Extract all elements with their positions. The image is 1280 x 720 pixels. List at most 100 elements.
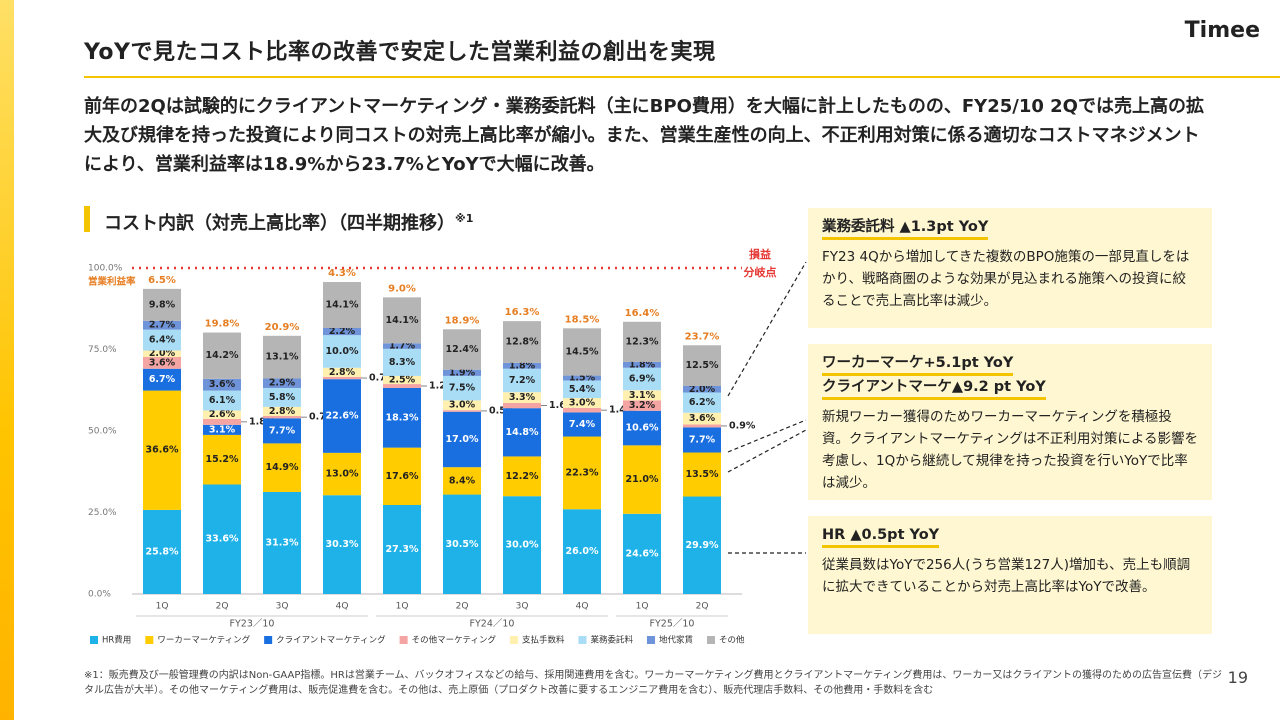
data-label: 0.7% <box>369 373 396 384</box>
bar-segment <box>443 375 481 401</box>
data-label: 3.0% <box>449 400 476 411</box>
data-label: 7.7% <box>269 425 296 436</box>
bar-segment <box>203 484 241 594</box>
bar-segment <box>623 400 661 411</box>
data-label: 18.3% <box>386 412 419 423</box>
page-title: YoYで見たコスト比率の改善で安定した営業利益の創出を実現 <box>84 40 716 65</box>
panel-hr: HR ▲0.5pt YoY 従業員数はYoYで256人(うち営業127人)増加も… <box>808 516 1212 634</box>
bar-segment <box>683 452 721 497</box>
data-label: 36.6% <box>146 445 179 456</box>
company-logo: Timee <box>1184 18 1260 43</box>
data-label: 6.4% <box>149 335 176 346</box>
bar-segment <box>503 362 541 369</box>
bar-segment <box>203 332 241 379</box>
data-label: 7.5% <box>449 383 476 394</box>
operating-margin-value: 9.0% <box>388 283 416 294</box>
data-label: 7.2% <box>509 375 536 386</box>
data-label: 1.2% <box>429 381 456 392</box>
data-label: 14.5% <box>566 346 599 357</box>
data-label: 14.9% <box>266 462 299 473</box>
section-heading: コスト内訳（対売上高比率）（四半期推移）※1 <box>84 206 473 234</box>
y-tick-label: 75.0% <box>88 345 117 355</box>
bar-segment <box>623 361 661 368</box>
bar-segment <box>503 496 541 594</box>
data-label: 13.5% <box>686 469 719 480</box>
legend-label: その他マーケティング <box>412 635 497 646</box>
bar-segment <box>383 297 421 344</box>
data-label: 15.2% <box>206 454 239 465</box>
data-label: 5.8% <box>269 392 296 403</box>
data-label: 7.7% <box>689 434 716 445</box>
legend-label: 支払手数料 <box>522 635 565 646</box>
data-label: 3.6% <box>689 413 716 424</box>
data-label: 17.0% <box>446 434 479 445</box>
bar-segment <box>263 416 301 419</box>
panel-bpo-body: FY23 4Qから増加してきた複数のBPO施策の一部見直しをはかり、戦略商圏のよ… <box>822 249 1190 309</box>
bar-segment <box>683 412 721 425</box>
bar-segment <box>383 384 421 388</box>
x-tick-label: 1Q <box>396 602 409 612</box>
bar-segment <box>443 369 481 376</box>
data-label: 12.8% <box>506 337 539 348</box>
bar-segment <box>323 335 361 368</box>
bar-segment <box>563 412 601 437</box>
data-label: 10.0% <box>326 346 359 357</box>
bar-segment <box>623 321 661 362</box>
panel-marketing-body: 新規ワーカー獲得のためワーカーマーケティングを積極投資。クライアントマーケティン… <box>822 409 1198 491</box>
operating-margin-value: 18.5% <box>565 314 600 325</box>
data-label: 6.2% <box>689 397 716 408</box>
data-label: 22.6% <box>326 411 359 422</box>
bar-segment <box>563 380 601 399</box>
data-label: 30.3% <box>326 539 359 550</box>
x-tick-label: 2Q <box>456 602 469 612</box>
bar-segment <box>143 356 181 369</box>
bar-segment <box>143 320 181 330</box>
panel-marketing-heading-1: ワーカーマーケ+5.1pt YoY <box>822 353 1014 376</box>
legend-label: 業務委託料 <box>590 635 633 646</box>
data-label: 2.2% <box>329 326 356 337</box>
data-label: 21.0% <box>626 474 659 485</box>
data-label: 1.5% <box>569 373 596 384</box>
legend-label: その他 <box>719 635 745 646</box>
data-label: 6.9% <box>629 374 656 385</box>
data-label: 3.6% <box>149 357 176 368</box>
cost-breakdown-chart: 0.0% 25.0% 50.0% 75.0% 100.0% 損益 分岐点 営業利益率 25.8%… <box>84 246 796 650</box>
bar-segment <box>503 408 541 457</box>
data-label: 24.6% <box>626 548 659 559</box>
operating-margin-value: 4.3% <box>328 268 356 279</box>
bar-segment <box>263 491 301 594</box>
operating-margin-value: 19.8% <box>205 319 240 330</box>
bar-segment <box>383 375 421 385</box>
data-label: 1.9% <box>449 367 476 378</box>
legend-swatch <box>264 636 273 644</box>
bar-segment <box>323 282 361 328</box>
bar-segment <box>383 387 421 448</box>
operating-margin-value: 6.5% <box>148 275 176 286</box>
data-label: 12.2% <box>506 471 539 482</box>
bar-segment <box>563 407 601 413</box>
bar-segment <box>263 378 301 388</box>
legend-swatch <box>646 636 655 644</box>
data-label: 12.5% <box>686 360 719 371</box>
data-label: 26.0% <box>566 546 599 557</box>
data-label: 8.3% <box>389 357 416 368</box>
bar-segment <box>203 390 241 411</box>
bar-segment <box>143 509 181 594</box>
data-label: 12.4% <box>446 344 479 355</box>
data-label: 1.8% <box>629 359 656 370</box>
data-label: 2.8% <box>269 406 296 417</box>
bar-segment <box>143 350 181 357</box>
bar-segment <box>323 376 361 380</box>
bar-segment <box>443 410 481 412</box>
fiscal-year-label: FY24／10 <box>470 619 515 630</box>
bar-segment <box>383 505 421 594</box>
data-label: 3.3% <box>509 392 536 403</box>
data-label: 7.4% <box>569 419 596 430</box>
operating-margin-value: 16.3% <box>505 307 540 318</box>
footnote: ※1：販売費及び一般管理費の内訳はNon-GAAP指標。HRは営業チーム、バック… <box>84 670 1222 696</box>
bar-segment <box>503 368 541 393</box>
data-label: 14.1% <box>386 315 419 326</box>
x-tick-label: 3Q <box>276 602 289 612</box>
bar-segment <box>683 345 721 387</box>
